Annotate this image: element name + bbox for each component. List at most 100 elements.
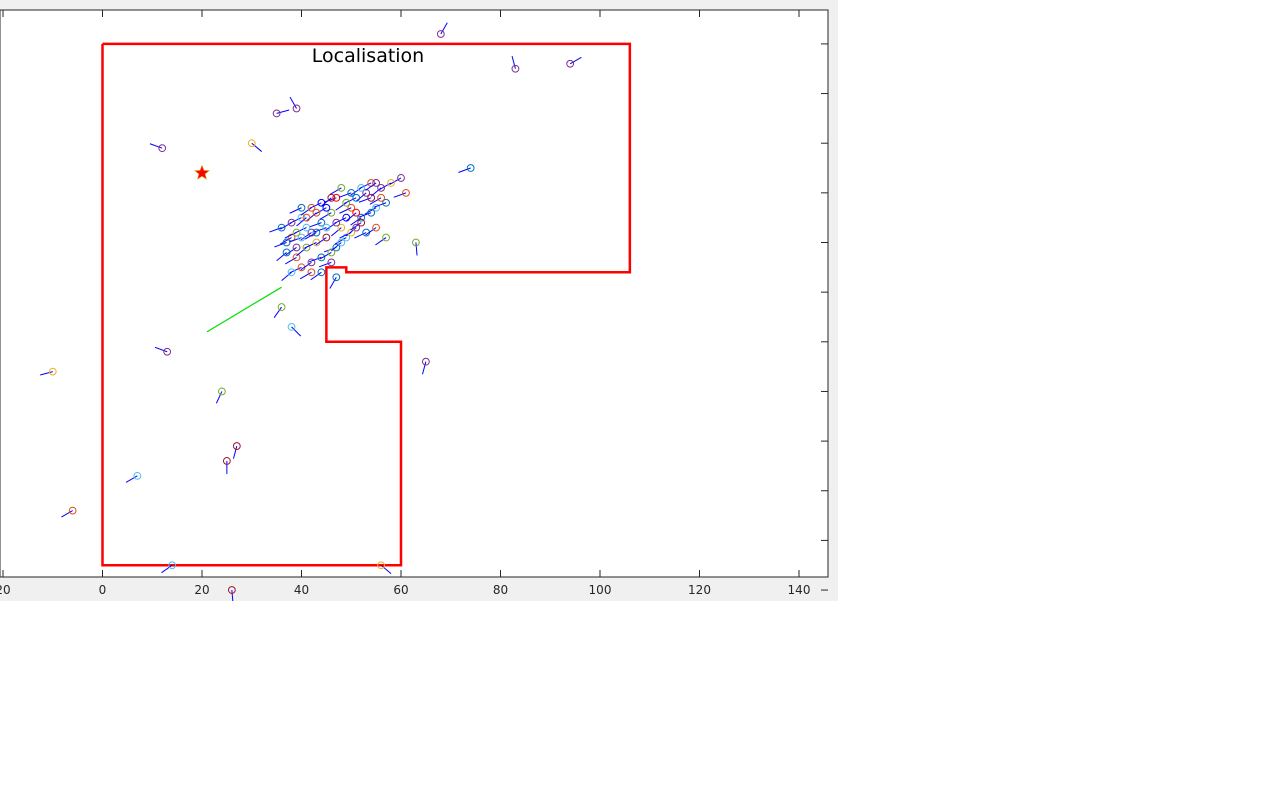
particle-point xyxy=(352,193,361,202)
particle-point xyxy=(372,223,381,232)
particle-heading-line xyxy=(161,564,173,574)
map-boundary xyxy=(101,42,632,567)
particle-heading-line xyxy=(300,232,312,241)
particle-heading-line xyxy=(276,109,290,114)
particle-marker xyxy=(373,198,390,208)
particle-marker xyxy=(289,96,301,113)
particle-point xyxy=(312,228,321,237)
particle-marker xyxy=(300,203,316,216)
particle-point xyxy=(332,243,341,252)
particle-point xyxy=(421,357,430,366)
particle-heading-line xyxy=(300,261,312,271)
particle-heading-line xyxy=(440,22,448,35)
particle-point xyxy=(277,303,286,311)
particle-point xyxy=(332,193,341,202)
particle-point xyxy=(357,183,366,192)
axes-background xyxy=(0,9,829,578)
particle-point xyxy=(317,268,326,277)
x-tick-label: 100 xyxy=(589,583,612,597)
particle-point xyxy=(357,213,366,222)
particle-heading-line xyxy=(289,96,297,109)
particle-heading-line xyxy=(281,271,292,282)
particle-point xyxy=(287,218,296,227)
particle-heading-line xyxy=(344,197,357,204)
particle-point xyxy=(322,233,331,242)
particle-marker xyxy=(289,203,306,214)
particle-marker xyxy=(276,248,291,262)
particle-point xyxy=(337,183,346,192)
particle-marker xyxy=(329,273,341,289)
particle-marker xyxy=(309,253,326,263)
particle-heading-line xyxy=(415,242,418,256)
particle-marker xyxy=(272,109,290,118)
particle-heading-line xyxy=(310,271,322,281)
particle-heading-line xyxy=(331,227,342,237)
particle-marker xyxy=(325,218,341,231)
particle-heading-line xyxy=(325,222,337,231)
particle-marker xyxy=(350,213,366,226)
particle-heading-line xyxy=(251,142,263,152)
particle-point xyxy=(377,561,386,570)
particle-marker xyxy=(281,268,296,282)
particle-point xyxy=(297,233,306,242)
particle-heading-line xyxy=(321,197,332,207)
particle-point xyxy=(317,218,326,227)
star-marker xyxy=(194,164,210,180)
particle-marker xyxy=(319,208,336,220)
particle-point xyxy=(232,442,241,450)
particle-heading-line xyxy=(231,590,234,601)
particle-marker xyxy=(375,233,390,246)
particle-point xyxy=(317,253,326,262)
particle-marker xyxy=(379,179,395,190)
tick-layer: 20 0 20 40 60 80 100 120 140 xyxy=(0,10,828,597)
particle-heading-line xyxy=(338,192,352,198)
particle-heading-line xyxy=(358,197,372,203)
particle-marker xyxy=(338,188,356,198)
particle-point xyxy=(332,218,341,227)
particle-point xyxy=(302,223,311,232)
particle-marker xyxy=(309,198,326,209)
particle-heading-line xyxy=(273,306,283,318)
particle-heading-line xyxy=(345,212,357,222)
particle-heading-line xyxy=(314,207,327,215)
particle-marker xyxy=(247,139,263,152)
x-tick-label: 20 xyxy=(0,583,11,597)
particle-heading-line xyxy=(350,222,362,231)
particle-marker xyxy=(215,387,226,404)
particle-point xyxy=(327,193,336,202)
particle-heading-line xyxy=(284,232,297,239)
particle-heading-line xyxy=(289,207,302,214)
particle-heading-line xyxy=(304,242,317,249)
particle-point xyxy=(297,203,306,212)
particle-heading-line xyxy=(291,326,302,337)
particle-heading-line xyxy=(299,271,312,280)
localisation-chart: 20 0 20 40 60 80 100 120 140 Localisation xyxy=(0,9,829,601)
particle-point xyxy=(397,174,405,182)
particle-heading-line xyxy=(458,167,471,173)
particle-point xyxy=(566,59,575,68)
particle-marker xyxy=(161,561,177,574)
particle-marker xyxy=(358,193,376,203)
particle-marker xyxy=(222,457,231,474)
particle-heading-line xyxy=(296,247,307,257)
particle-heading-line xyxy=(365,182,377,191)
particle-marker xyxy=(365,223,381,236)
particle-heading-line xyxy=(276,252,287,262)
particle-layer xyxy=(40,22,582,601)
particle-heading-line xyxy=(289,237,302,243)
particle-marker xyxy=(319,248,336,260)
particle-marker xyxy=(300,258,316,271)
star-layer xyxy=(194,164,210,180)
particle-marker xyxy=(40,367,57,376)
particle-point xyxy=(402,188,410,197)
particle-marker xyxy=(232,442,241,459)
x-tick-label: 140 xyxy=(788,583,811,597)
particle-heading-line xyxy=(358,212,372,218)
particle-heading-line xyxy=(380,564,392,574)
particle-marker xyxy=(273,303,286,318)
particle-point xyxy=(292,243,301,252)
particle-point xyxy=(372,179,381,187)
particle-point xyxy=(307,203,316,212)
particle-marker xyxy=(350,218,366,231)
particle-heading-line xyxy=(306,212,317,222)
